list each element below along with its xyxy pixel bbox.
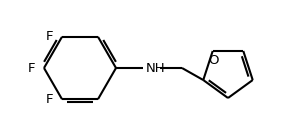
- Text: F: F: [28, 61, 35, 74]
- Text: O: O: [208, 54, 219, 67]
- Text: F: F: [45, 30, 53, 43]
- Text: NH: NH: [146, 61, 166, 74]
- Text: F: F: [45, 93, 53, 106]
